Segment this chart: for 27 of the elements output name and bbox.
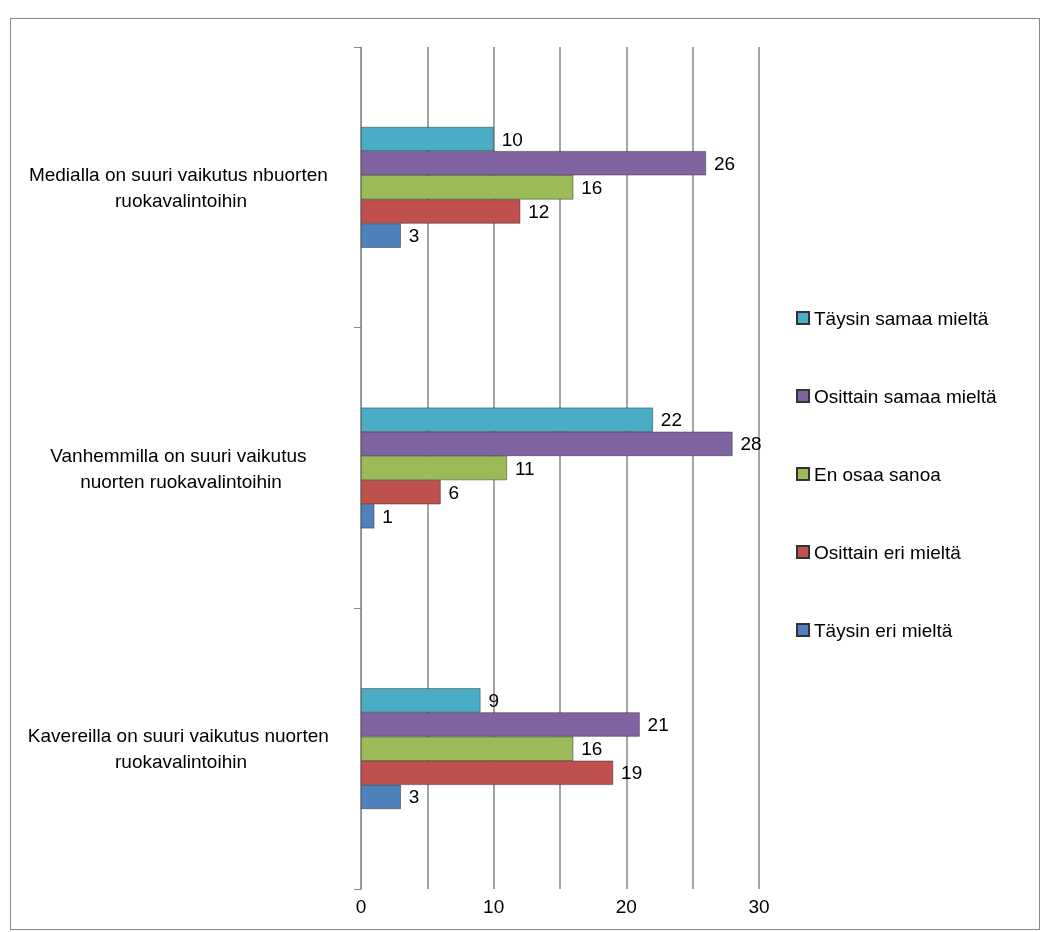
y-tick-label: Medialla on suuri vaikutus nbuorten ruokavalintoihin [28, 163, 334, 211]
data-label: 1 [382, 505, 393, 527]
legend-label: Osittain samaa mieltä [814, 385, 998, 407]
data-label: 11 [514, 457, 535, 479]
legend-label: Täysin samaa mieltä [814, 307, 989, 329]
data-label: 16 [581, 176, 603, 198]
data-label: 26 [713, 152, 736, 174]
data-label: 3 [408, 786, 420, 808]
x-tick-label: 20 [615, 896, 637, 917]
x-tick-label: 30 [748, 896, 770, 917]
legend-label: Osittain eri mieltä [814, 541, 962, 563]
data-label: 28 [740, 433, 762, 455]
data-label: 3 [408, 225, 420, 247]
data-label: 22 [660, 409, 683, 431]
data-label: 16 [581, 738, 603, 760]
data-label: 19 [621, 762, 643, 784]
data-label: 12 [528, 200, 550, 222]
data-label: 21 [647, 714, 669, 736]
legend-label: En osaa sanoa [814, 463, 942, 485]
x-tick-label: 0 [355, 896, 367, 917]
legend-label: Täysin eri mieltä [814, 619, 953, 641]
y-tick-label: Kavereilla on suuri vaikutus nuorten ruokavalintoihin [27, 725, 335, 773]
data-label: 6 [448, 481, 460, 503]
y-tick-label: Vanhemmilla on suuri vaikutus nuorten ruokavalintoihin [50, 444, 312, 492]
data-label: 10 [501, 128, 523, 150]
x-tick-label: 10 [483, 896, 505, 917]
data-label: 9 [488, 689, 499, 711]
